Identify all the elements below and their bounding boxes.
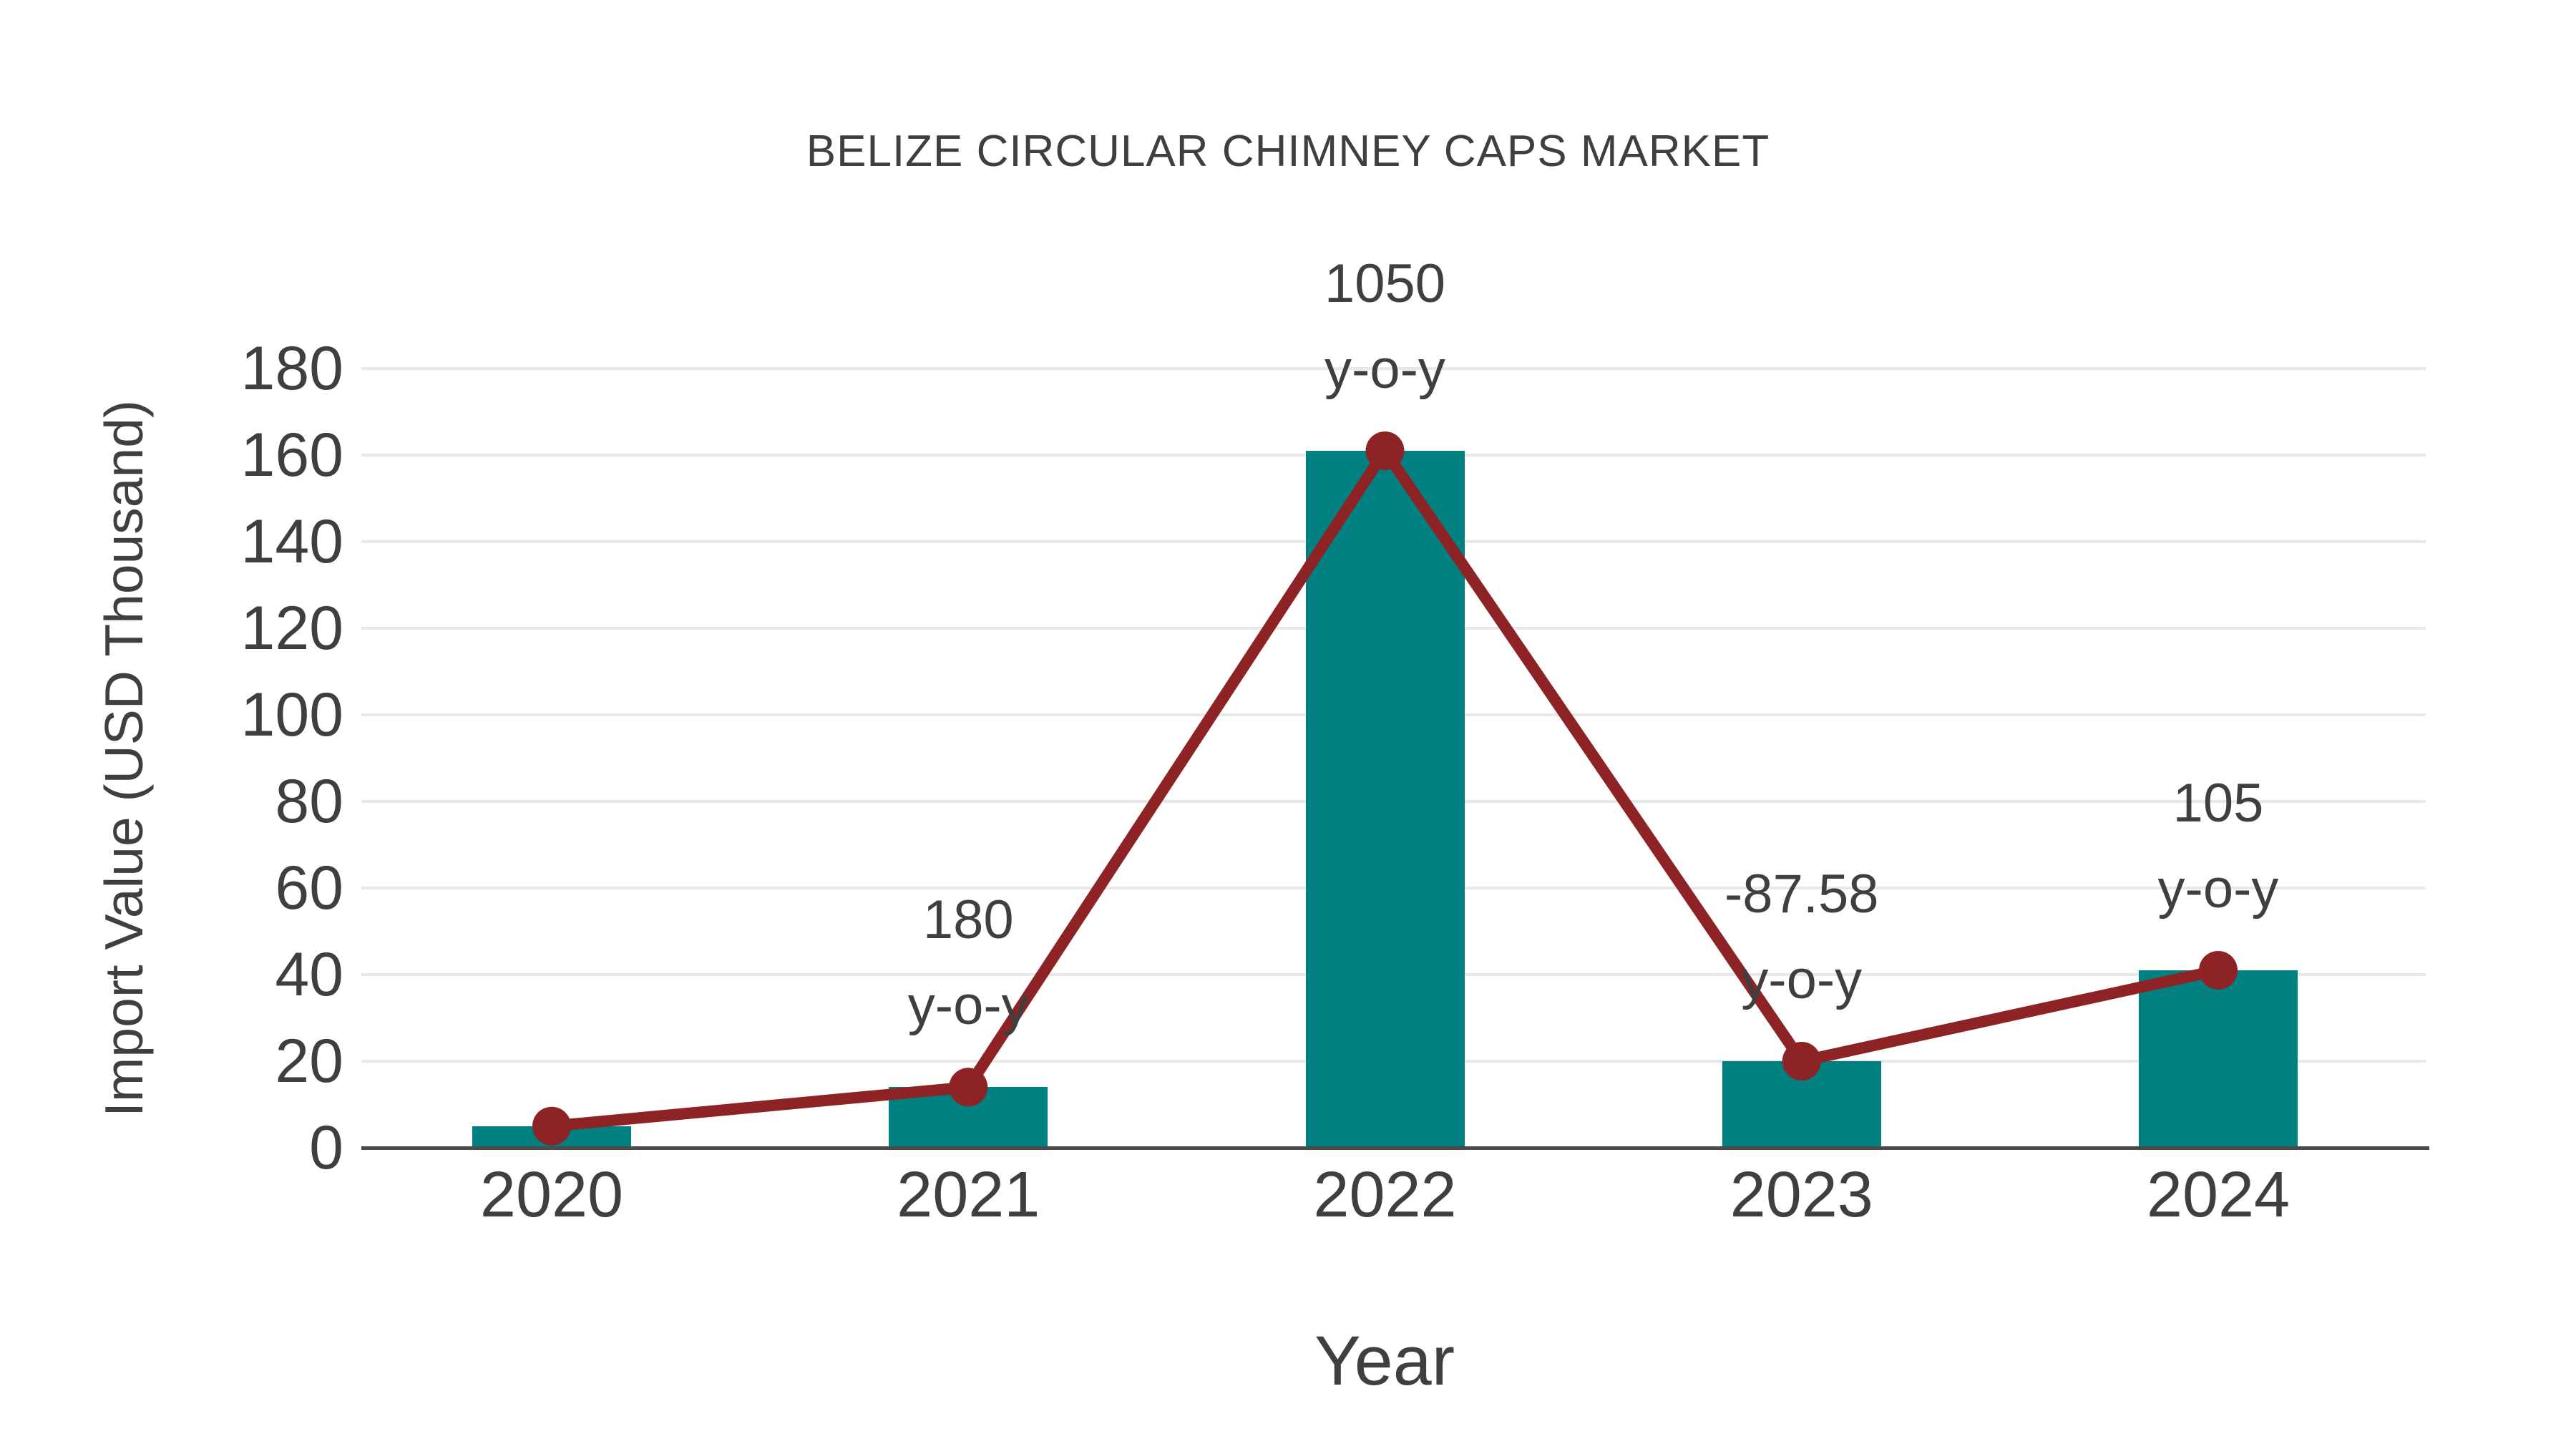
x-tick-label-2024: 2024 [2146, 1159, 2290, 1231]
annotation-line: y-o-y [2157, 858, 2279, 919]
x-tick-label-2022: 2022 [1313, 1159, 1457, 1231]
x-tick-label-2021: 2021 [897, 1159, 1040, 1231]
data-point-marker-2023 [1782, 1042, 1821, 1080]
gridline-180 [361, 367, 2426, 370]
y-tick-label-180: 180 [240, 334, 344, 403]
y-tick-label-80: 80 [275, 767, 343, 836]
annotation-line: 180 [922, 889, 1014, 951]
annotation-2023: -87.58 y-o-y [1551, 852, 2052, 1023]
y-tick-label-20: 20 [275, 1027, 343, 1096]
data-point-marker-2021 [949, 1068, 988, 1107]
x-axis-line [361, 1146, 2429, 1150]
x-axis-title: Year [1314, 1322, 1455, 1400]
data-point-marker-2022 [1365, 431, 1405, 470]
bar-2024 [2139, 970, 2298, 1149]
data-point-marker-2020 [532, 1106, 571, 1146]
y-tick-label-160: 160 [240, 421, 344, 489]
annotation-line: y-o-y [907, 975, 1029, 1037]
y-tick-label-140: 140 [240, 507, 344, 576]
x-tick-label-2023: 2023 [1729, 1159, 1873, 1231]
y-tick-label-40: 40 [275, 940, 343, 1009]
data-point-marker-2024 [2199, 950, 2238, 990]
y-tick-label-100: 100 [240, 680, 344, 749]
x-tick-label-2020: 2020 [479, 1159, 624, 1231]
annotation-2021: 180 y-o-y [718, 877, 1219, 1049]
annotation-line: 1050 [1324, 253, 1446, 314]
annotation-2022: 1050 y-o-y [1135, 241, 1636, 413]
y-tick-label-120: 120 [240, 594, 344, 663]
bar-2022 [1305, 450, 1465, 1149]
annotation-line: y-o-y [1324, 338, 1445, 400]
y-tick-label-60: 60 [275, 854, 343, 922]
annotation-line: -87.58 [1724, 864, 1879, 924]
annotation-2024: 105 y-o-y [1968, 761, 2469, 932]
annotation-line: y-o-y [1741, 950, 1863, 1010]
y-tick-label-0: 0 [309, 1113, 343, 1182]
annotation-line: 105 [2172, 772, 2264, 834]
chart-title: BELIZE CIRCULAR CHIMNEY CAPS MARKET [806, 127, 1770, 176]
